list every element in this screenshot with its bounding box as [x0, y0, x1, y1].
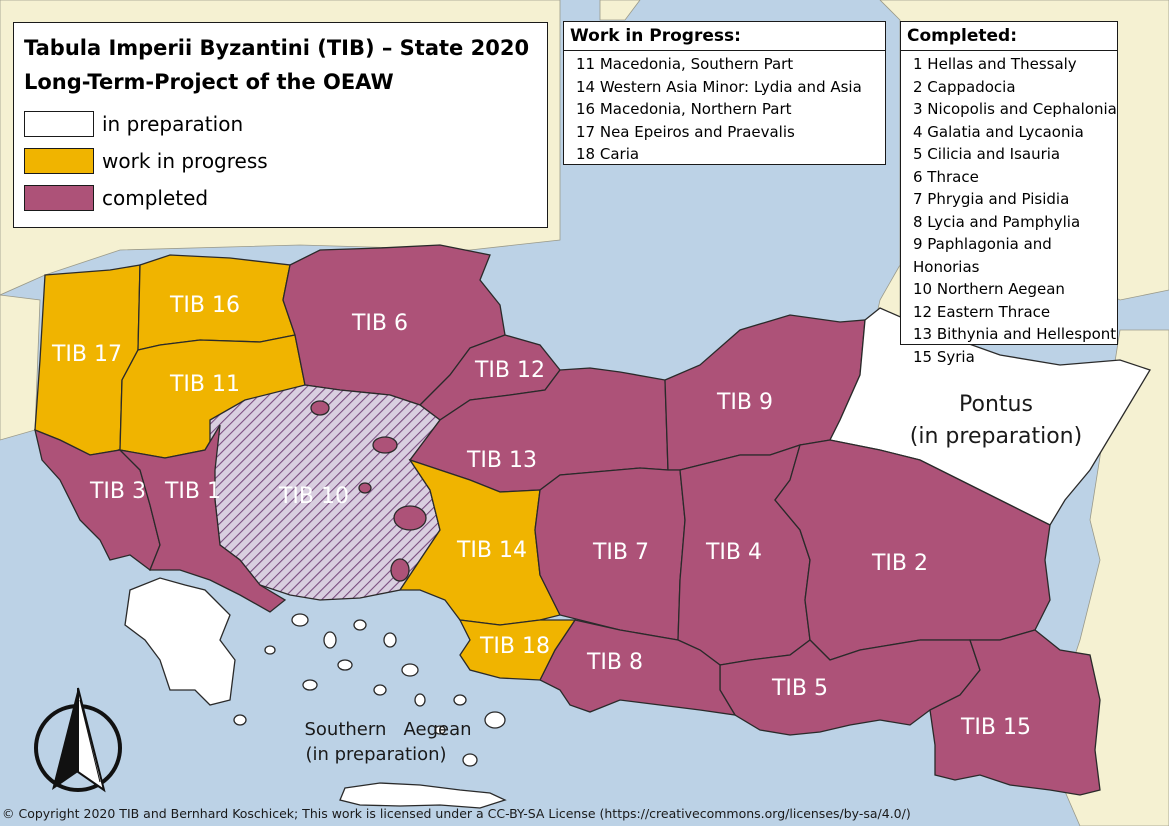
- label-tib5: TIB 5: [771, 676, 828, 701]
- aegean-islands: [233, 613, 506, 767]
- list-item: 15 Syria: [913, 347, 975, 366]
- legend-swatch-gold: [24, 147, 94, 174]
- label-tib14: TIB 14: [456, 538, 527, 563]
- north-aegean-islands: [310, 400, 427, 582]
- label-tib17: TIB 17: [51, 342, 122, 367]
- wip-list: 11 Macedonia, Southern Part 14 Western A…: [564, 51, 885, 166]
- land-black-sea-north: [599, 0, 641, 21]
- label-tib9: TIB 9: [716, 390, 773, 415]
- label-tib1: TIB 1: [164, 479, 221, 504]
- label-southern-aegean-status: (in preparation): [305, 744, 446, 765]
- label-pontus: Pontus: [959, 392, 1033, 417]
- list-item: 7 Phrygia and Pisidia: [913, 190, 1070, 208]
- crete: [339, 782, 507, 809]
- completed-list: 1 Hellas and Thessaly 2 Cappadocia 3 Nic…: [901, 51, 1117, 368]
- legend-item-in-preparation: in preparation: [24, 105, 537, 142]
- label-pontus-status: (in preparation): [910, 424, 1082, 449]
- list-item: 1 Hellas and Thessaly: [913, 55, 1077, 73]
- list-item: 8 Lycia and Pamphylia: [913, 212, 1081, 231]
- list-item: 16 Macedonia, Northern Part: [576, 100, 792, 118]
- list-item: 11 Macedonia, Southern Part: [576, 55, 794, 73]
- label-tib2: TIB 2: [871, 551, 928, 576]
- label-tib15: TIB 15: [960, 715, 1031, 740]
- list-item: 6 Thrace: [913, 167, 979, 186]
- region-tib18: [458, 619, 577, 681]
- peloponnese: [124, 577, 236, 706]
- list-item: 14 Western Asia Minor: Lydia and Asia: [576, 77, 862, 96]
- wip-heading: Work in Progress:: [564, 22, 885, 51]
- list-item: 17 Nea Epeiros and Praevalis: [576, 122, 795, 141]
- list-item: 10 Northern Aegean: [913, 280, 1065, 298]
- label-tib13: TIB 13: [466, 448, 537, 473]
- region-tib8: [539, 619, 737, 716]
- completed-panel: Completed: 1 Hellas and Thessaly 2 Cappa…: [900, 21, 1118, 366]
- legend-label: in preparation: [102, 111, 244, 136]
- list-item: 2 Cappadocia: [913, 77, 1016, 96]
- legend-item-completed: completed: [24, 179, 537, 216]
- list-item: 18 Caria: [576, 145, 640, 163]
- region-tib15: [929, 629, 1101, 796]
- legend-item-work-in-progress: work in progress: [24, 142, 537, 179]
- legend-swatch-white: [24, 110, 94, 137]
- legend-label: completed: [102, 185, 209, 210]
- label-tib4: TIB 4: [705, 540, 762, 565]
- copyright-notice: © Copyright 2020 TIB and Bernhard Koschi…: [2, 806, 911, 821]
- list-item: 9 Paphlagonia and Honorias: [913, 235, 1052, 276]
- legend-swatch-purple: [24, 184, 94, 211]
- label-tib6: TIB 6: [351, 311, 408, 336]
- work-in-progress-panel: Work in Progress: 11 Macedonia, Southern…: [563, 21, 886, 165]
- map-subtitle: Long-Term-Project of the OEAW: [24, 70, 394, 94]
- legend-label: work in progress: [102, 148, 268, 173]
- land-italy-coast: [0, 294, 41, 441]
- label-tib8: TIB 8: [586, 650, 643, 675]
- list-item: 12 Eastern Thrace: [913, 302, 1051, 321]
- list-item: 4 Galatia and Lycaonia: [913, 122, 1084, 141]
- region-tib1: [118, 424, 287, 613]
- label-tib16: TIB 16: [169, 293, 240, 318]
- north-arrow-icon: [34, 687, 122, 793]
- title-legend-panel: Tabula Imperii Byzantini (TIB) – State 2…: [13, 22, 548, 228]
- list-item: 5 Cilicia and Isauria: [913, 145, 1061, 163]
- label-southern-aegean: Southern Aegean: [304, 719, 471, 740]
- label-tib11: TIB 11: [169, 372, 240, 397]
- completed-heading: Completed:: [901, 22, 1117, 51]
- list-item: 13 Bithynia and Hellespont: [913, 325, 1117, 343]
- label-tib18: TIB 18: [479, 634, 550, 659]
- label-tib3: TIB 3: [89, 479, 146, 504]
- label-tib12: TIB 12: [474, 358, 545, 383]
- label-tib10: TIB 10: [278, 484, 349, 509]
- label-tib7: TIB 7: [592, 540, 649, 565]
- list-item: 3 Nicopolis and Cephalonia: [913, 100, 1117, 118]
- map-title: Tabula Imperii Byzantini (TIB) – State 2…: [24, 36, 530, 60]
